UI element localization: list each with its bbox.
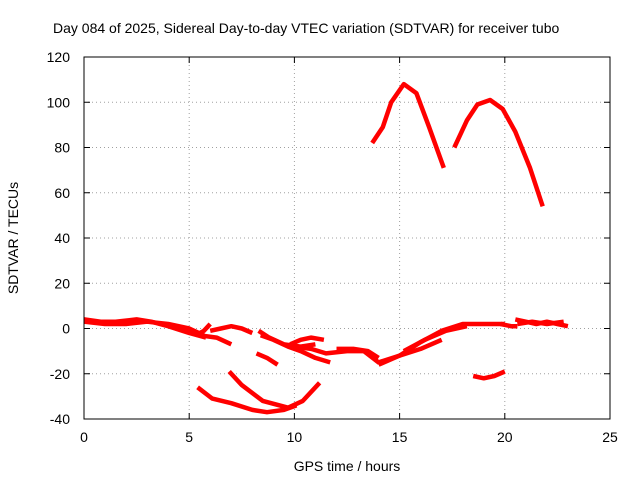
- plot-frame: [83, 56, 611, 420]
- data-series: [83, 81, 569, 415]
- y-tick-label: 40: [54, 230, 70, 246]
- y-tick-label: 100: [47, 94, 71, 110]
- series-track-14: [500, 321, 518, 329]
- series-track-11: [336, 346, 380, 360]
- y-tick-label: -40: [50, 411, 70, 427]
- y-tick-label: 0: [62, 321, 70, 337]
- y-axis-label: SDTVAR / TECUs: [5, 182, 21, 294]
- x-tick-label: 25: [602, 429, 618, 445]
- series-track-16: [517, 319, 565, 327]
- series-track-5: [209, 323, 254, 336]
- x-axis-label: GPS time / hours: [294, 458, 401, 474]
- x-tick-label: 20: [497, 429, 513, 445]
- x-tick-label: 5: [185, 429, 193, 445]
- y-tick-label: -20: [50, 366, 70, 382]
- y-tick-label: 120: [47, 49, 71, 65]
- series-track-21: [452, 97, 545, 208]
- series-track-19: [472, 369, 506, 381]
- x-tick-label: 10: [287, 429, 303, 445]
- series-track-8: [255, 351, 279, 367]
- y-tick-labels: -40 -20 0 20 40 60 80 100 120: [47, 49, 71, 427]
- x-tick-labels: 0 5 10 15 20 25: [80, 429, 618, 445]
- y-tick-label: 80: [54, 140, 70, 156]
- y-tick-label: 60: [54, 185, 70, 201]
- grid-lines: [84, 57, 610, 419]
- series-track-17: [196, 385, 298, 415]
- series-track-20: [370, 81, 446, 169]
- x-tick-label: 0: [80, 429, 88, 445]
- chart-title: Day 084 of 2025, Sidereal Day-to-day VTE…: [53, 20, 560, 36]
- series-track-9: [289, 335, 325, 347]
- y-tick-label: 20: [54, 275, 70, 291]
- series-track-3: [184, 328, 233, 347]
- series-track-12: [377, 321, 505, 367]
- series-track-4: [194, 322, 212, 338]
- x-tick-label: 15: [392, 429, 408, 445]
- series-track-18: [227, 369, 322, 410]
- axis-ticks: [83, 56, 611, 420]
- series-track-13: [402, 324, 468, 354]
